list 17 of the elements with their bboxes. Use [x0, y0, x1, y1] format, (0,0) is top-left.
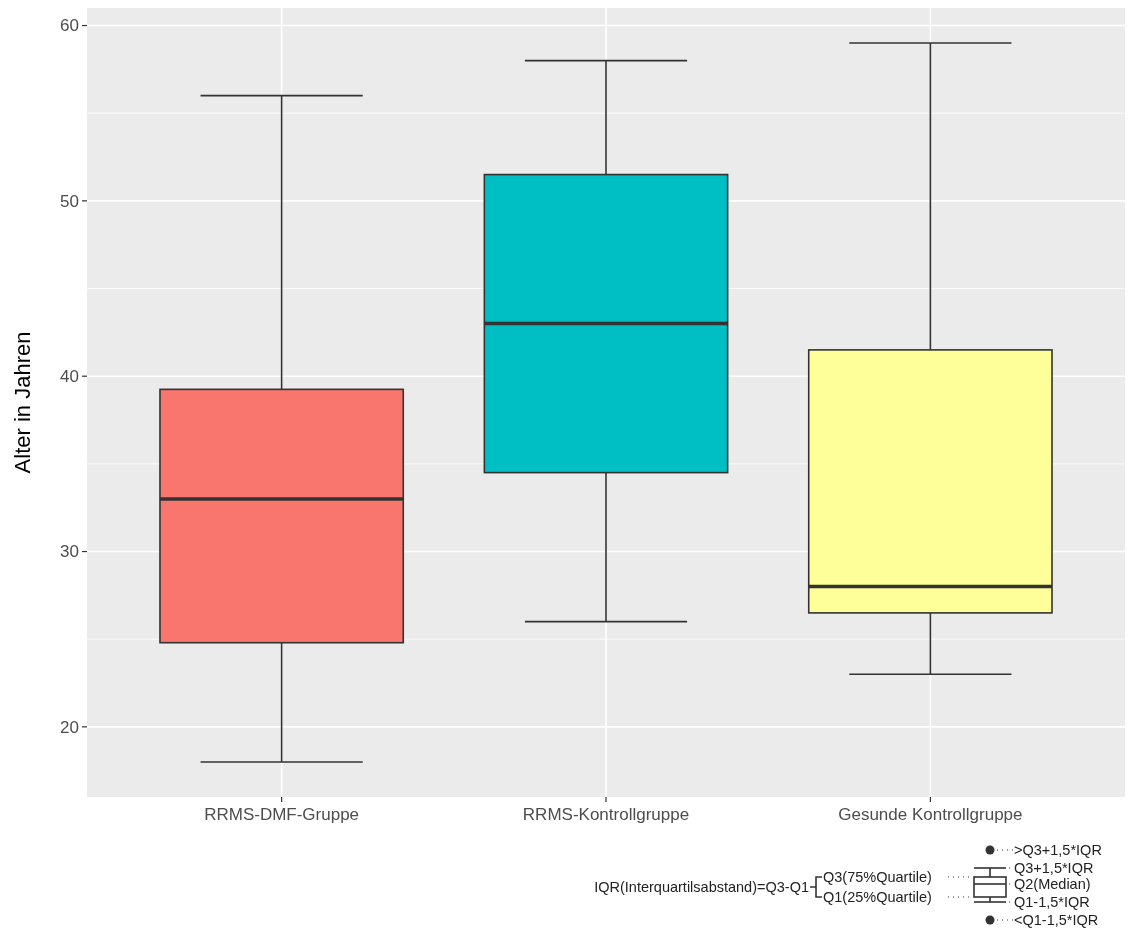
- text: Q1-1,5*IQR: [1014, 894, 1090, 911]
- x-tick-label: Gesunde Kontrollgruppe: [838, 805, 1023, 824]
- text: IQR(Interquartilsabstand)=Q3-Q1: [594, 879, 809, 896]
- y-axis-title: Alter in Jahren: [10, 331, 35, 474]
- text: >Q3+1,5*IQR: [1014, 842, 1102, 859]
- x-tick-label: RRMS-Kontrollgruppe: [522, 805, 690, 824]
- y-tick-label: 20: [60, 717, 79, 737]
- y-tick-label: 50: [60, 191, 79, 211]
- text: Q3(75%Quartile): [823, 869, 932, 886]
- y-tick-label: 30: [60, 542, 79, 562]
- x-tick-label: RRMS-DMF-Gruppe: [204, 805, 360, 824]
- y-tick-label: 60: [60, 16, 79, 36]
- text: Q3+1,5*IQR: [1014, 860, 1094, 877]
- y-tick-label: 40: [60, 367, 79, 387]
- text: <Q1-1,5*IQR: [1014, 912, 1099, 929]
- text: Q2(Median): [1014, 876, 1091, 893]
- text: Q1(25%Quartile): [823, 889, 932, 906]
